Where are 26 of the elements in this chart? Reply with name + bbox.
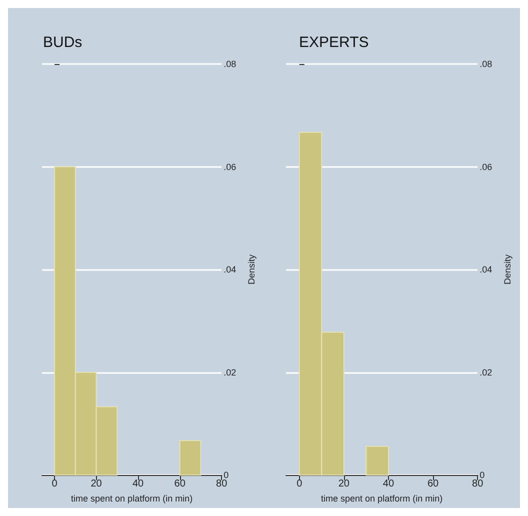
y-tick-label: 0 <box>480 470 485 480</box>
y-tick-label: .04 <box>224 264 236 275</box>
x-tick-label: 60 <box>174 478 186 490</box>
x-tick-label: 20 <box>338 478 350 490</box>
x-tick-label: 20 <box>90 478 102 490</box>
x-tick-label: 80 <box>216 478 228 490</box>
y-tick-label: .06 <box>480 162 492 172</box>
x-tick-label: 40 <box>132 478 144 490</box>
y-tick-label: .06 <box>224 162 236 172</box>
x-tick-label: 80 <box>472 478 484 490</box>
chart-title: BUDs <box>43 34 82 51</box>
y-tick-label: .04 <box>480 264 492 275</box>
x-axis-title: time spent on platform (in min) <box>321 494 443 504</box>
x-tick-label: 60 <box>427 478 440 490</box>
y-tick-label: .08 <box>224 59 236 69</box>
y-tick-label: .08 <box>480 59 492 69</box>
x-axis-title: time spent on platform (in min) <box>71 494 193 504</box>
x-tick-label: 40 <box>382 478 394 490</box>
x-tick-label: 0 <box>52 478 58 490</box>
y-tick-label: 0 <box>224 470 229 480</box>
x-tick-label: 0 <box>296 478 303 490</box>
y-tick-label: .02 <box>480 367 492 378</box>
y-axis-title: Density <box>246 254 256 285</box>
y-tick-label: .02 <box>224 367 236 378</box>
chart-title: EXPERTS <box>299 34 369 51</box>
y-axis-title: Density <box>502 254 512 285</box>
